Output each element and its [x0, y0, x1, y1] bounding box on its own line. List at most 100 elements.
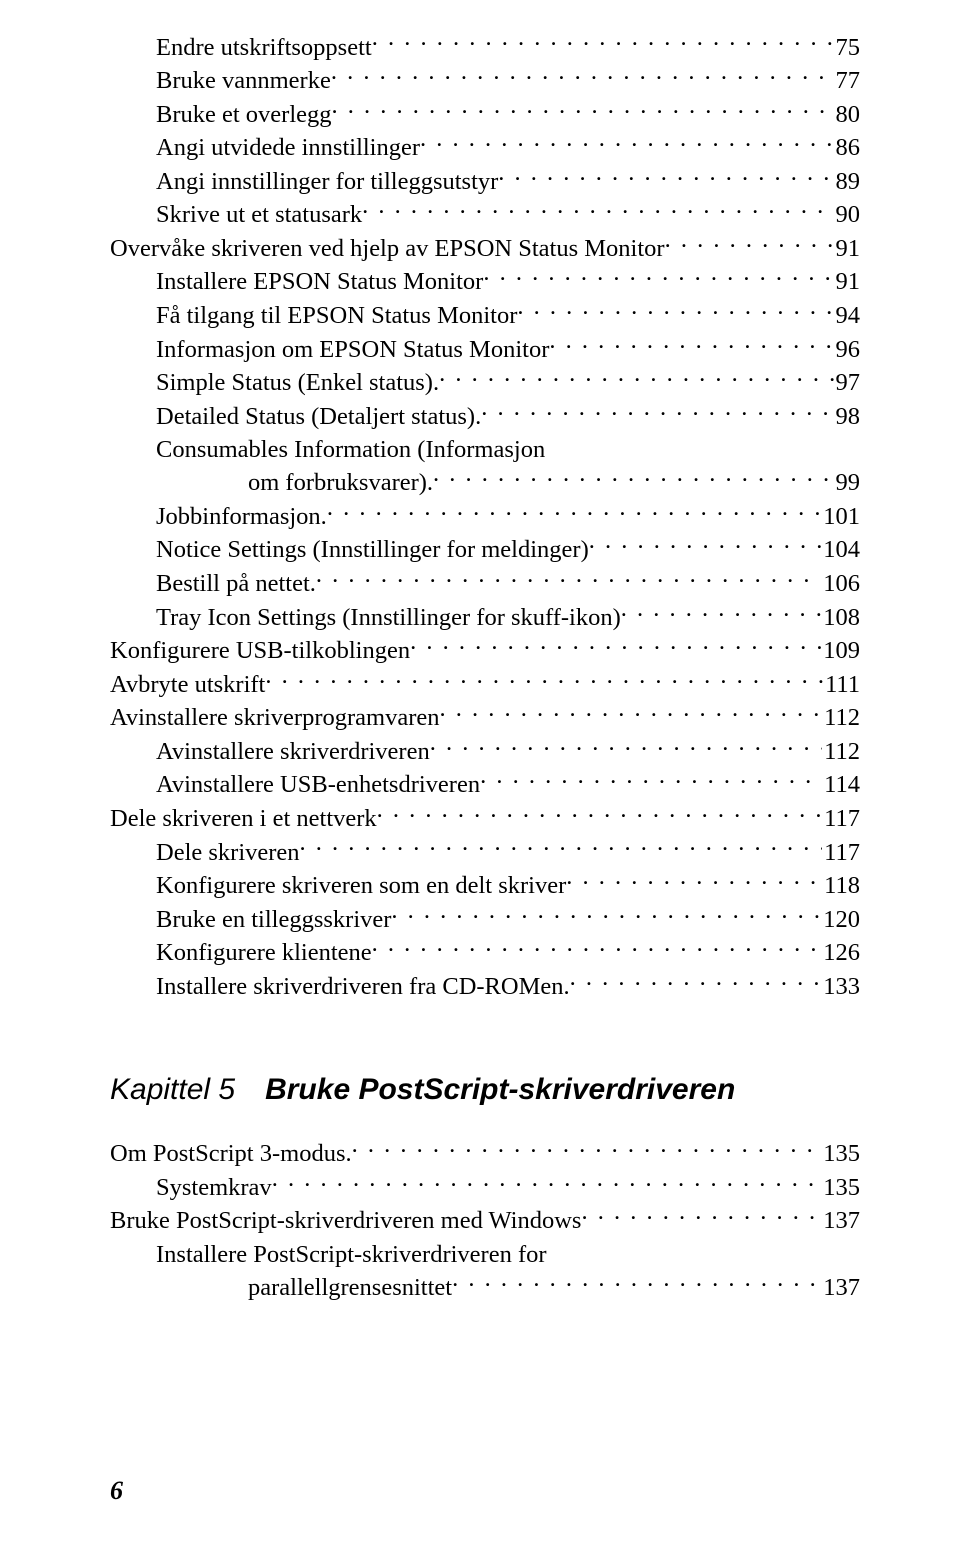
toc-entry-continuation[interactable]: om forbruksvarer). 99	[110, 466, 860, 500]
toc-entry[interactable]: Simple Status (Enkel status). 97	[110, 366, 860, 400]
toc-entry[interactable]: Installere skriverdriveren fra CD-ROMen.…	[110, 969, 860, 1003]
toc-page-number: 89	[834, 165, 861, 198]
toc-page-number: 99	[834, 466, 861, 499]
toc-entry[interactable]: Angi utvidede innstillinger 86	[110, 131, 860, 165]
toc-label: Angi utvidede innstillinger	[156, 131, 420, 164]
toc-entry[interactable]: Endre utskriftsoppsett 75	[110, 30, 860, 64]
toc-label: Systemkrav	[156, 1171, 272, 1204]
toc-leader-dots	[498, 164, 833, 189]
toc-entry[interactable]: Systemkrav 135	[110, 1170, 860, 1204]
toc-page-number: 109	[821, 634, 860, 667]
page-number: 6	[110, 1476, 123, 1506]
toc-leader-dots	[480, 768, 822, 793]
toc-page-number: 77	[834, 64, 861, 97]
toc-entry[interactable]: Dele skriveren i et nettverk 117	[110, 801, 860, 835]
toc-entry[interactable]: Bruke vannmerke 77	[110, 64, 860, 98]
toc-leader-dots	[352, 1137, 822, 1162]
toc-entry[interactable]: Angi innstillinger for tilleggsutstyr 89	[110, 164, 860, 198]
toc-entry[interactable]: Detailed Status (Detaljert status). 98	[110, 399, 860, 433]
toc-entry[interactable]: Avinstallere skriverprogramvaren 112	[110, 701, 860, 735]
toc-label: Bestill på nettet.	[156, 567, 316, 600]
toc-page-number: 91	[834, 265, 861, 298]
toc-leader-dots	[377, 801, 822, 826]
toc-label: Dele skriveren i et nettverk	[110, 802, 377, 835]
toc-page-number: 137	[821, 1271, 860, 1304]
toc-entry[interactable]: Bruke et overlegg 80	[110, 97, 860, 131]
toc-page-number: 135	[821, 1137, 860, 1170]
chapter-heading: Kapittel 5 Bruke PostScript-skriverdrive…	[110, 1073, 860, 1107]
toc-page-number: 126	[821, 936, 860, 969]
toc-label: Bruke en tilleggsskriver	[156, 903, 391, 936]
toc-leader-dots	[420, 131, 833, 156]
toc-page-number: 117	[822, 802, 860, 835]
toc-label: Bruke et overlegg	[156, 98, 332, 131]
toc-page-number: 75	[834, 31, 861, 64]
toc-label: Konfigurere skriveren som en delt skrive…	[156, 869, 566, 902]
toc-entry[interactable]: Installere EPSON Status Monitor 91	[110, 265, 860, 299]
toc-page-number: 137	[821, 1204, 860, 1237]
toc-page-number: 112	[822, 735, 860, 768]
toc-label: Endre utskriftsoppsett	[156, 31, 372, 64]
toc-label: Jobbinformasjon.	[156, 500, 327, 533]
toc-page-number: 111	[823, 668, 860, 701]
toc-label: Få tilgang til EPSON Status Monitor	[156, 299, 517, 332]
toc-leader-dots	[589, 533, 822, 558]
toc-entry[interactable]: Installere PostScript-skriverdriveren fo…	[110, 1238, 860, 1271]
toc-leader-dots	[549, 332, 833, 357]
toc-page-number: 98	[834, 400, 861, 433]
toc-entry[interactable]: Bestill på nettet. 106	[110, 567, 860, 601]
toc-label: Konfigurere USB-tilkoblingen	[110, 634, 410, 667]
toc-leader-dots	[362, 198, 833, 223]
toc-entry[interactable]: Skrive ut et statusark 90	[110, 198, 860, 232]
toc-entry[interactable]: Avinstallere skriverdriveren 112	[110, 734, 860, 768]
toc-label: Avinstallere USB-enhetsdriveren	[156, 768, 480, 801]
toc-entry[interactable]: Bruke PostScript-skriverdriveren med Win…	[110, 1204, 860, 1238]
toc-entry[interactable]: Avinstallere USB-enhetsdriveren 114	[110, 768, 860, 802]
toc-leader-dots	[316, 567, 821, 592]
toc-entry[interactable]: Informasjon om EPSON Status Monitor 96	[110, 332, 860, 366]
toc-label: Bruke PostScript-skriverdriveren med Win…	[110, 1204, 581, 1237]
toc-label: Notice Settings (Innstillinger for meldi…	[156, 533, 589, 566]
toc-label: Avinstallere skriverprogramvaren	[110, 701, 439, 734]
toc-page-number: 97	[834, 366, 861, 399]
toc-label: om forbruksvarer).	[248, 466, 433, 499]
toc-label: Tray Icon Settings (Innstillinger for sk…	[156, 601, 621, 634]
toc-page-number: 91	[834, 232, 861, 265]
toc-entry[interactable]: Dele skriveren 117	[110, 835, 860, 869]
toc-page-number: 94	[834, 299, 861, 332]
toc-entry[interactable]: Tray Icon Settings (Innstillinger for sk…	[110, 600, 860, 634]
toc-page-number: 133	[821, 970, 860, 1003]
toc-entry[interactable]: Avbryte utskrift 111	[110, 667, 860, 701]
toc-page-number: 104	[821, 533, 860, 566]
toc-entry-continuation[interactable]: parallellgrensesnittet 137	[110, 1271, 860, 1305]
toc-leader-dots	[566, 869, 822, 894]
toc-entry[interactable]: Consumables Information (Informasjon	[110, 433, 860, 466]
toc-entry[interactable]: Få tilgang til EPSON Status Monitor 94	[110, 299, 860, 333]
toc-leader-dots	[331, 64, 834, 89]
toc-block: Endre utskriftsoppsett 75Bruke vannmerke…	[110, 30, 860, 1003]
toc-entry[interactable]: Jobbinformasjon. 101	[110, 499, 860, 533]
toc-page-number: 86	[834, 131, 861, 164]
toc-entry[interactable]: Bruke en tilleggsskriver 120	[110, 902, 860, 936]
toc-label: Konfigurere klientene	[156, 936, 372, 969]
chapter-title: Bruke PostScript-skriverdriveren	[265, 1073, 735, 1106]
toc-label: Overvåke skriveren ved hjelp av EPSON St…	[110, 232, 665, 265]
toc-leader-dots	[665, 231, 834, 256]
toc-label: Informasjon om EPSON Status Monitor	[156, 333, 549, 366]
toc-leader-dots	[430, 734, 822, 759]
toc-label: Consumables Information (Informasjon	[156, 433, 545, 466]
toc-page-number: 118	[822, 869, 860, 902]
toc-label: Avinstallere skriverdriveren	[156, 735, 430, 768]
toc-label: Om PostScript 3-modus.	[110, 1137, 352, 1170]
toc-leader-dots	[439, 701, 822, 726]
toc-entry[interactable]: Notice Settings (Innstillinger for meldi…	[110, 533, 860, 567]
toc-label: Bruke vannmerke	[156, 64, 331, 97]
toc-entry[interactable]: Konfigurere USB-tilkoblingen 109	[110, 634, 860, 668]
toc-entry[interactable]: Overvåke skriveren ved hjelp av EPSON St…	[110, 231, 860, 265]
toc-leader-dots	[327, 499, 821, 524]
toc-leader-dots	[272, 1170, 822, 1195]
toc-entry[interactable]: Konfigurere skriveren som en delt skrive…	[110, 869, 860, 903]
toc-entry[interactable]: Om PostScript 3-modus. 135	[110, 1137, 860, 1171]
toc-entry[interactable]: Konfigurere klientene 126	[110, 936, 860, 970]
toc-page-number: 112	[822, 701, 860, 734]
